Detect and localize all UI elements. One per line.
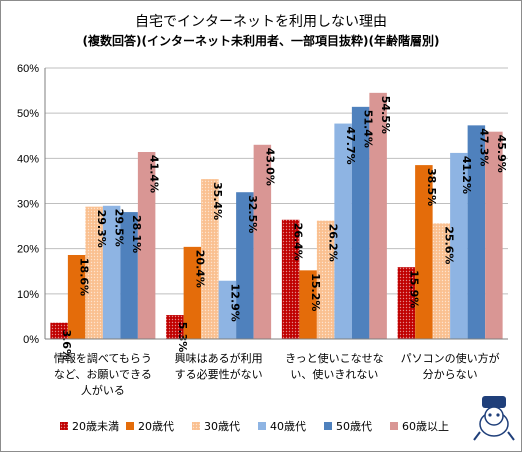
bar bbox=[137, 152, 156, 339]
data-label: 32.5% bbox=[246, 195, 259, 233]
legend-label: 30歳代 bbox=[204, 420, 240, 433]
legend-label: 60歳以上 bbox=[402, 420, 449, 433]
legend-label: 20歳未満 bbox=[72, 420, 119, 433]
data-label: 35.4% bbox=[211, 182, 224, 220]
data-label: 12.9% bbox=[228, 284, 241, 322]
bar bbox=[281, 219, 300, 339]
bar bbox=[450, 152, 468, 339]
category-label: い、使いきれない bbox=[290, 368, 378, 381]
legend-label: 40歳代 bbox=[270, 420, 306, 433]
y-tick-label: 10% bbox=[17, 289, 39, 301]
bar bbox=[369, 92, 387, 339]
data-label: 26.2% bbox=[327, 224, 340, 262]
category-label: パソコンの使い方が bbox=[401, 351, 500, 365]
bar bbox=[316, 220, 335, 339]
data-label: 20.4% bbox=[193, 250, 206, 288]
y-axis-ticks: 0% 10% 20% 30% 40% 50% 60% bbox=[17, 63, 39, 346]
data-label: 51.4% bbox=[362, 110, 375, 148]
bar bbox=[334, 123, 352, 340]
legend-label: 50歳代 bbox=[336, 420, 372, 433]
y-tick-label: 50% bbox=[17, 108, 39, 120]
bar bbox=[201, 179, 219, 339]
data-label: 41.4% bbox=[148, 155, 161, 193]
data-label: 38.5% bbox=[425, 168, 438, 206]
bar bbox=[102, 205, 121, 339]
data-label: 28.1% bbox=[130, 215, 143, 253]
bar bbox=[253, 144, 272, 339]
legend-swatch bbox=[60, 422, 68, 430]
bar bbox=[467, 125, 486, 339]
y-tick-label: 20% bbox=[17, 244, 39, 256]
category-label: 人がいる bbox=[81, 383, 125, 397]
chart-title: 自宅でインターネットを利用しない理由 bbox=[135, 14, 387, 30]
bar bbox=[67, 254, 86, 339]
data-label: 25.6% bbox=[442, 226, 455, 264]
data-label: 5.3% bbox=[176, 322, 189, 353]
bar bbox=[183, 246, 202, 339]
category-label: 分からない bbox=[423, 368, 478, 381]
category-label: する必要性がない bbox=[175, 367, 263, 381]
chart-subtitle: (複数回答)(インターネット未利用者、一部項目抜粋)(年齢階層別) bbox=[83, 33, 440, 48]
bar bbox=[485, 131, 503, 339]
data-label: 26.4% bbox=[292, 223, 305, 261]
category-label: 興味はあるが利用 bbox=[175, 351, 263, 365]
legend: 20歳未満 20歳代 30歳代 40歳代 50歳代 60歳以上 bbox=[60, 420, 449, 433]
bar bbox=[432, 223, 451, 339]
category-label: など、お願いできる bbox=[54, 368, 152, 381]
data-label: 29.3% bbox=[95, 210, 108, 248]
bar bbox=[166, 315, 184, 339]
axes bbox=[44, 68, 508, 340]
bar bbox=[397, 267, 416, 339]
legend-swatch bbox=[324, 422, 332, 430]
data-label: 45.9% bbox=[495, 135, 508, 173]
data-label: 47.3% bbox=[477, 128, 490, 166]
bar bbox=[351, 106, 370, 340]
legend-swatch bbox=[390, 422, 398, 430]
mascot-icon bbox=[473, 396, 515, 441]
bar bbox=[120, 212, 138, 339]
y-tick-label: 60% bbox=[17, 63, 39, 75]
y-tick-label: 0% bbox=[23, 334, 39, 346]
bar bbox=[415, 165, 433, 339]
y-tick-label: 40% bbox=[17, 153, 39, 165]
bar bbox=[236, 192, 254, 339]
data-label: 29.5% bbox=[113, 209, 126, 247]
y-tick-label: 30% bbox=[17, 199, 39, 211]
data-label: 41.2% bbox=[460, 156, 473, 194]
legend-swatch bbox=[126, 422, 134, 430]
data-label: 15.2% bbox=[309, 273, 322, 311]
data-label: 47.7% bbox=[344, 126, 357, 164]
bar bbox=[299, 270, 317, 339]
bars bbox=[50, 92, 503, 340]
category-label: 情報を調べてもらう bbox=[54, 351, 152, 365]
legend-label: 20歳代 bbox=[138, 420, 174, 433]
data-label: 15.9% bbox=[407, 270, 420, 308]
legend-swatch bbox=[192, 422, 200, 430]
data-label: 54.5% bbox=[379, 96, 392, 134]
data-label: 3.6% bbox=[60, 329, 73, 360]
data-label: 18.6% bbox=[78, 258, 91, 296]
legend-swatch bbox=[258, 422, 266, 430]
bar bbox=[50, 322, 68, 339]
bar bbox=[85, 206, 103, 339]
data-labels: 3.6% 18.6% 29.3% 29.5% 28.1% 41.4% 5.3% 20.4% 35… bbox=[60, 96, 508, 360]
bar bbox=[218, 280, 237, 339]
category-label: きっと使いこなせな bbox=[285, 352, 384, 365]
data-label: 43.0% bbox=[263, 148, 276, 186]
